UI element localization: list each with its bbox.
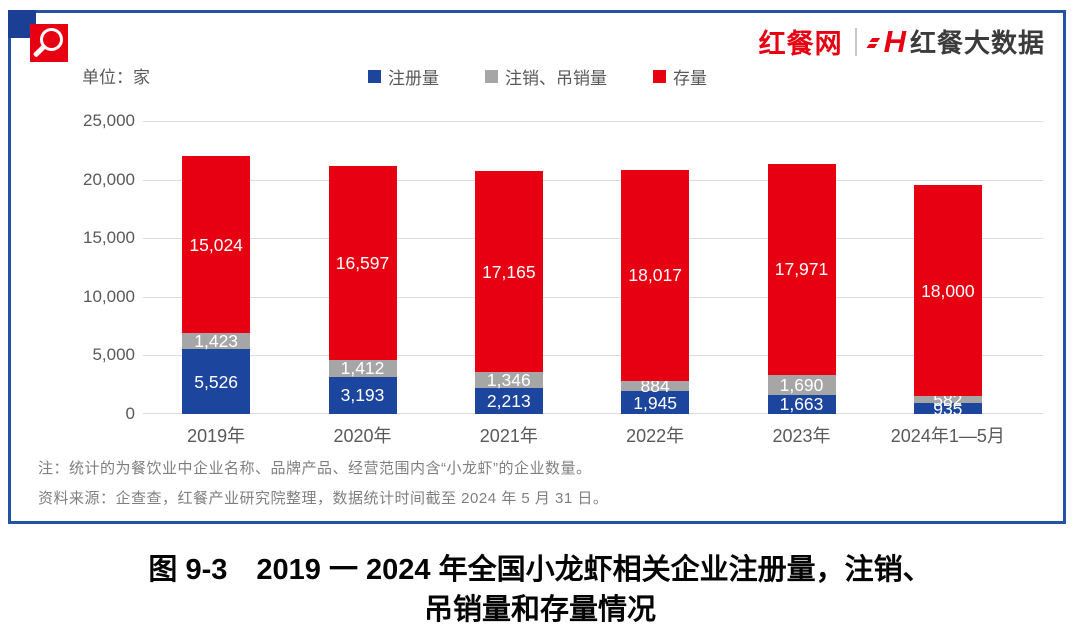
legend-swatch-icon (485, 70, 498, 83)
bar-segment-注册量: 5,526 (182, 349, 251, 414)
hongcan-wang-logo: 红餐网 (758, 29, 843, 59)
bar-segment-注册量: 1,663 (767, 394, 836, 414)
chart-legend: 注册量 注销、吊销量 存量 (368, 64, 707, 89)
bar-segment-存量: 16,597 (328, 165, 397, 361)
bar-segment-存量: 18,017 (621, 169, 690, 381)
bar-segment-注册量: 935 (913, 400, 982, 418)
gridline (143, 296, 1043, 298)
bar-value-label: 17,165 (482, 261, 536, 282)
y-axis-tick-label: 20,000 (83, 169, 135, 189)
legend-swatch-icon (653, 70, 666, 83)
bar-value-label: 884 (640, 376, 670, 397)
h-mark-speedlines-icon (866, 31, 880, 53)
note-line: 注：统计的为餐饮业中企业名称、品牌产品、经营范围内含“小龙虾”的企业数量。 (38, 460, 592, 477)
legend-label: 存量 (673, 69, 707, 88)
source-line: 资料来源：企查查，红餐产业研究院整理，数据统计时间截至 2024 年 5 月 3… (38, 490, 609, 507)
stacked-bar-2019年: 5,526 1,423 15,024 (182, 156, 251, 414)
bar-segment-注销、吊销量: 1,690 (767, 374, 836, 395)
legend-label: 注册量 (388, 69, 439, 88)
gridline (143, 179, 1043, 181)
gridline (143, 413, 1043, 414)
magnifier-icon (30, 24, 68, 62)
h-mark-icon: H (883, 24, 906, 59)
hongcan-bigdata-label: 红餐大数据 (909, 28, 1045, 58)
chart-plot-area: 5,526 1,423 15,024 3,193 1,412 16,597 2,213 1,3… (143, 121, 1043, 418)
x-axis-tick-label: 2022年 (626, 426, 685, 446)
gridline (143, 355, 1043, 357)
stacked-bar-2022年: 1,945 884 18,017 (621, 169, 690, 414)
legend-swatch-icon (368, 70, 381, 83)
bar-segment-存量: 18,000 (913, 185, 982, 397)
y-axis-tick-label: 15,000 (83, 228, 135, 248)
bar-value-label: 15,024 (189, 234, 243, 255)
x-axis-tick-label: 2023年 (772, 426, 831, 446)
bar-value-label: 3,193 (340, 385, 385, 406)
bar-value-label: 17,971 (774, 259, 829, 280)
y-axis-tick-label: 25,000 (83, 111, 135, 130)
bar-segment-注销、吊销量: 1,423 (182, 332, 251, 350)
hongcan-bigdata-logo: H 红餐大数据 (866, 23, 1045, 60)
brand-logos: 红餐网 H 红餐大数据 (759, 22, 1045, 61)
x-axis-tick-label: 2021年 (479, 426, 538, 446)
bar-value-label: 18,000 (921, 280, 975, 301)
stacked-bar-2024年1—5月: 935 582 18,000 (913, 185, 982, 418)
bar-segment-存量: 17,971 (767, 164, 836, 375)
legend-item: 注册量 (368, 64, 439, 89)
bar-value-label: 18,017 (628, 265, 682, 286)
bar-value-label: 1,690 (779, 374, 824, 395)
magnifier-handle-icon (32, 44, 47, 58)
bar-value-label: 1,663 (779, 394, 824, 415)
stacked-bar-2020年: 3,193 1,412 16,597 (328, 165, 397, 414)
bar-segment-存量: 15,024 (182, 156, 251, 333)
bar-segment-注销、吊销量: 1,346 (474, 371, 543, 389)
bar-segment-注销、吊销量: 884 (621, 377, 690, 395)
x-axis-tick-label: 2024年1—5月 (890, 426, 1005, 446)
bar-segment-注册量: 3,193 (328, 376, 397, 414)
x-axis-tick-label: 2019年 (187, 426, 246, 446)
bar-segment-存量: 17,165 (474, 171, 543, 373)
gridline (143, 121, 1043, 122)
bar-value-label: 16,597 (335, 252, 390, 273)
bar-value-label: 5,526 (194, 371, 239, 392)
bar-segment-注销、吊销量: 1,412 (328, 359, 397, 377)
magnifier-lens-icon (40, 28, 63, 51)
x-axis-tick-label: 2020年 (333, 426, 392, 446)
figure-caption: 图 9-3 2019 一 2024 年全国小龙虾相关企业注册量，注销、 吊销量和… (0, 550, 1080, 630)
stacked-bar-2023年: 1,663 1,690 17,971 (767, 164, 836, 414)
gridline (143, 238, 1043, 240)
y-axis-tick-label: 5,000 (92, 345, 135, 365)
bar-value-label: 1,346 (486, 370, 531, 391)
caption-line-2: 吊销量和存量情况 (423, 594, 656, 626)
bar-segment-注销、吊销量: 582 (913, 391, 982, 409)
unit-label: 单位：家 (82, 68, 150, 87)
bar-value-label: 1,423 (194, 330, 239, 351)
bar-value-label: 2,213 (486, 391, 531, 412)
legend-item: 存量 (653, 64, 707, 89)
stacked-bar-2021年: 2,213 1,346 17,165 (474, 171, 543, 414)
caption-line-1: 图 9-3 2019 一 2024 年全国小龙虾相关企业注册量，注销、 (148, 554, 932, 586)
legend-label: 注销、吊销量 (505, 69, 607, 88)
bar-value-label: 935 (933, 398, 963, 419)
bar-segment-注册量: 2,213 (474, 388, 543, 414)
legend-item: 注销、吊销量 (485, 64, 607, 89)
bar-segment-注册量: 1,945 (621, 391, 690, 414)
logo-divider (854, 27, 857, 56)
y-axis-tick-label: 0 (125, 404, 135, 423)
y-axis-tick-label: 10,000 (83, 286, 135, 306)
bar-value-label: 1,412 (340, 358, 385, 379)
bar-value-label: 1,945 (633, 392, 678, 413)
